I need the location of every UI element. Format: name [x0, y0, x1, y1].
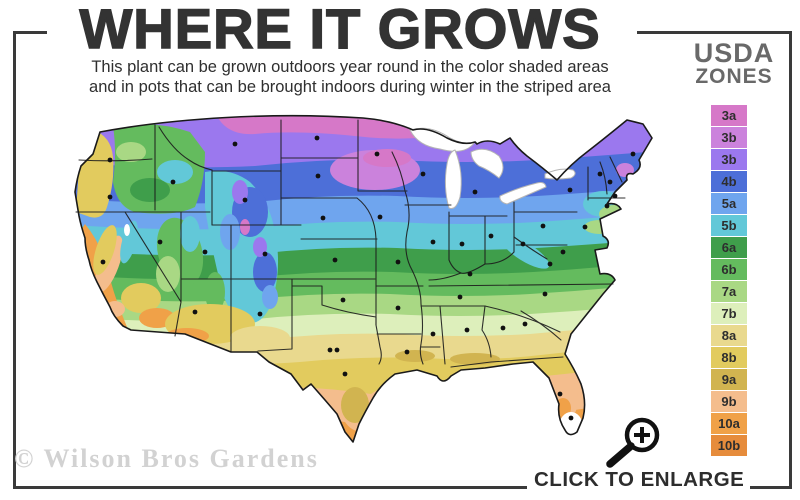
legend-heading-zones: ZONES	[695, 65, 773, 88]
us-zone-map[interactable]	[55, 112, 670, 464]
frame-left-edge	[13, 31, 16, 489]
legend-zone-swatch: 10b	[711, 435, 747, 456]
great-lakes	[409, 127, 576, 209]
legend-zone-swatch: 4b	[711, 171, 747, 192]
subtitle-line-2: and in pots that can be brought indoors …	[89, 78, 611, 96]
frame-top-right-segment	[637, 31, 792, 34]
legend-zone-swatch: 5a	[711, 193, 747, 214]
legend-zone-swatch: 9a	[711, 369, 747, 390]
legend-zone-swatch: 8b	[711, 347, 747, 368]
subtitle: This plant can be grown outdoors year ro…	[30, 57, 670, 97]
legend-zone-swatch: 3b	[711, 149, 747, 170]
legend-zone-swatch: 3a	[711, 105, 747, 126]
click-to-enlarge-label[interactable]: CLICK TO ENLARGE	[528, 468, 751, 492]
subtitle-line-1: This plant can be grown outdoors year ro…	[91, 58, 609, 76]
legend-zone-swatch: 7b	[711, 303, 747, 324]
frame-right-edge	[789, 31, 792, 489]
us-outline	[74, 114, 653, 443]
legend-zone-swatch: 6b	[711, 259, 747, 280]
frame-bottom-left-segment	[13, 486, 527, 489]
magnifier-plus-icon[interactable]	[598, 410, 664, 475]
legend-zone-swatch: 7a	[711, 281, 747, 302]
legend-zone-swatch: 6a	[711, 237, 747, 258]
page-title: WHERE IT GROWS	[79, 0, 601, 61]
state-borders	[75, 119, 626, 368]
legend-zone-swatch: 3b	[711, 127, 747, 148]
legend-zone-swatch: 8a	[711, 325, 747, 346]
watermark: © Wilson Bros Gardens	[14, 444, 319, 473]
zone-color-bands	[75, 115, 652, 443]
legend-heading-usda: USDA	[693, 38, 775, 68]
legend-zone-swatch: 5b	[711, 215, 747, 236]
city-dots	[100, 135, 636, 421]
legend-zone-swatch: 9b	[711, 391, 747, 412]
frame-bottom-right-segment	[744, 486, 792, 489]
frame-top-left-segment	[13, 31, 47, 34]
legend-zone-swatch: 10a	[711, 413, 747, 434]
zone-legend: 3a 3b 3b 4b 5a 5b 6a 6b 7a 7b 8a 8b 9a 9…	[711, 105, 747, 457]
legend-heading: USDA ZONES	[682, 38, 786, 88]
